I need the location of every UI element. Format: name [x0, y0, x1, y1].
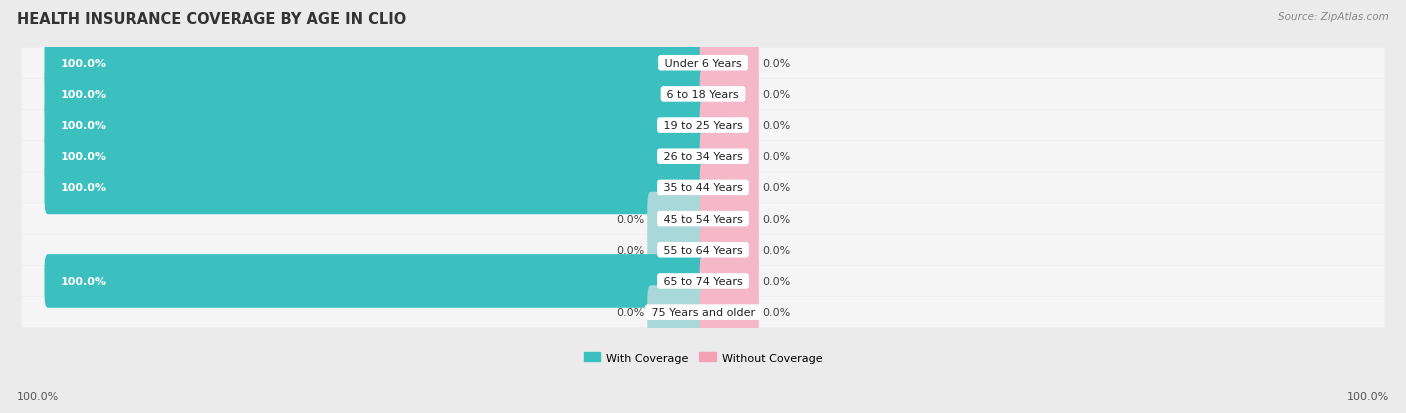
FancyBboxPatch shape: [700, 192, 759, 246]
Text: 0.0%: 0.0%: [616, 307, 644, 317]
FancyBboxPatch shape: [21, 235, 1385, 266]
Text: 0.0%: 0.0%: [762, 183, 790, 193]
Text: 100.0%: 100.0%: [60, 121, 107, 131]
Text: 0.0%: 0.0%: [762, 245, 790, 255]
FancyBboxPatch shape: [647, 192, 706, 246]
FancyBboxPatch shape: [700, 68, 759, 121]
FancyBboxPatch shape: [21, 79, 1385, 110]
FancyBboxPatch shape: [45, 254, 706, 308]
Text: 26 to 34 Years: 26 to 34 Years: [659, 152, 747, 162]
FancyBboxPatch shape: [700, 99, 759, 152]
FancyBboxPatch shape: [700, 37, 759, 90]
Text: 0.0%: 0.0%: [762, 152, 790, 162]
FancyBboxPatch shape: [21, 204, 1385, 234]
FancyBboxPatch shape: [647, 286, 706, 339]
FancyBboxPatch shape: [21, 142, 1385, 172]
Text: 65 to 74 Years: 65 to 74 Years: [659, 276, 747, 286]
Text: 100.0%: 100.0%: [60, 152, 107, 162]
Text: 0.0%: 0.0%: [616, 245, 644, 255]
Text: 0.0%: 0.0%: [762, 121, 790, 131]
FancyBboxPatch shape: [647, 223, 706, 277]
FancyBboxPatch shape: [700, 161, 759, 215]
Text: 0.0%: 0.0%: [762, 214, 790, 224]
Text: Source: ZipAtlas.com: Source: ZipAtlas.com: [1278, 12, 1389, 22]
FancyBboxPatch shape: [700, 223, 759, 277]
FancyBboxPatch shape: [700, 254, 759, 308]
Text: 100.0%: 100.0%: [60, 59, 107, 69]
FancyBboxPatch shape: [700, 130, 759, 184]
Text: 35 to 44 Years: 35 to 44 Years: [659, 183, 747, 193]
Text: 19 to 25 Years: 19 to 25 Years: [659, 121, 747, 131]
Text: 0.0%: 0.0%: [762, 59, 790, 69]
Text: 45 to 54 Years: 45 to 54 Years: [659, 214, 747, 224]
Text: 100.0%: 100.0%: [60, 276, 107, 286]
FancyBboxPatch shape: [45, 99, 706, 152]
FancyBboxPatch shape: [45, 161, 706, 215]
Text: 0.0%: 0.0%: [762, 307, 790, 317]
FancyBboxPatch shape: [21, 173, 1385, 203]
Text: 75 Years and older: 75 Years and older: [648, 307, 758, 317]
Text: 55 to 64 Years: 55 to 64 Years: [659, 245, 747, 255]
FancyBboxPatch shape: [700, 286, 759, 339]
FancyBboxPatch shape: [21, 266, 1385, 297]
Text: 0.0%: 0.0%: [762, 90, 790, 100]
Text: 0.0%: 0.0%: [762, 276, 790, 286]
FancyBboxPatch shape: [21, 111, 1385, 141]
Text: 100.0%: 100.0%: [60, 90, 107, 100]
Text: 6 to 18 Years: 6 to 18 Years: [664, 90, 742, 100]
Text: HEALTH INSURANCE COVERAGE BY AGE IN CLIO: HEALTH INSURANCE COVERAGE BY AGE IN CLIO: [17, 12, 406, 27]
Text: Under 6 Years: Under 6 Years: [661, 59, 745, 69]
FancyBboxPatch shape: [45, 130, 706, 184]
FancyBboxPatch shape: [21, 297, 1385, 328]
FancyBboxPatch shape: [45, 37, 706, 90]
Text: 0.0%: 0.0%: [616, 214, 644, 224]
Legend: With Coverage, Without Coverage: With Coverage, Without Coverage: [579, 348, 827, 367]
FancyBboxPatch shape: [21, 48, 1385, 79]
FancyBboxPatch shape: [45, 68, 706, 121]
Text: 100.0%: 100.0%: [1347, 391, 1389, 401]
Text: 100.0%: 100.0%: [60, 183, 107, 193]
Text: 100.0%: 100.0%: [17, 391, 59, 401]
